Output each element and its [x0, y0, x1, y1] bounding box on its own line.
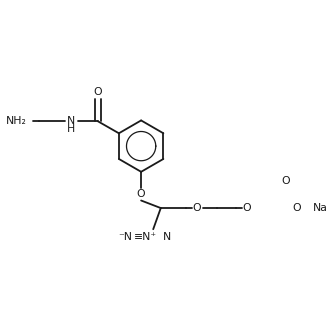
- Text: N: N: [163, 232, 171, 242]
- Text: N: N: [67, 116, 75, 126]
- Text: O: O: [93, 87, 102, 97]
- Text: O: O: [282, 176, 290, 186]
- Text: O: O: [137, 189, 146, 199]
- Text: O: O: [292, 203, 301, 213]
- Text: H: H: [67, 124, 75, 135]
- Text: ≡N⁺: ≡N⁺: [134, 232, 157, 242]
- Text: O: O: [243, 203, 251, 213]
- Text: NH₂: NH₂: [6, 116, 27, 126]
- Text: ⁻N: ⁻N: [118, 232, 132, 242]
- Text: Na: Na: [314, 203, 328, 213]
- Text: O: O: [193, 203, 201, 213]
